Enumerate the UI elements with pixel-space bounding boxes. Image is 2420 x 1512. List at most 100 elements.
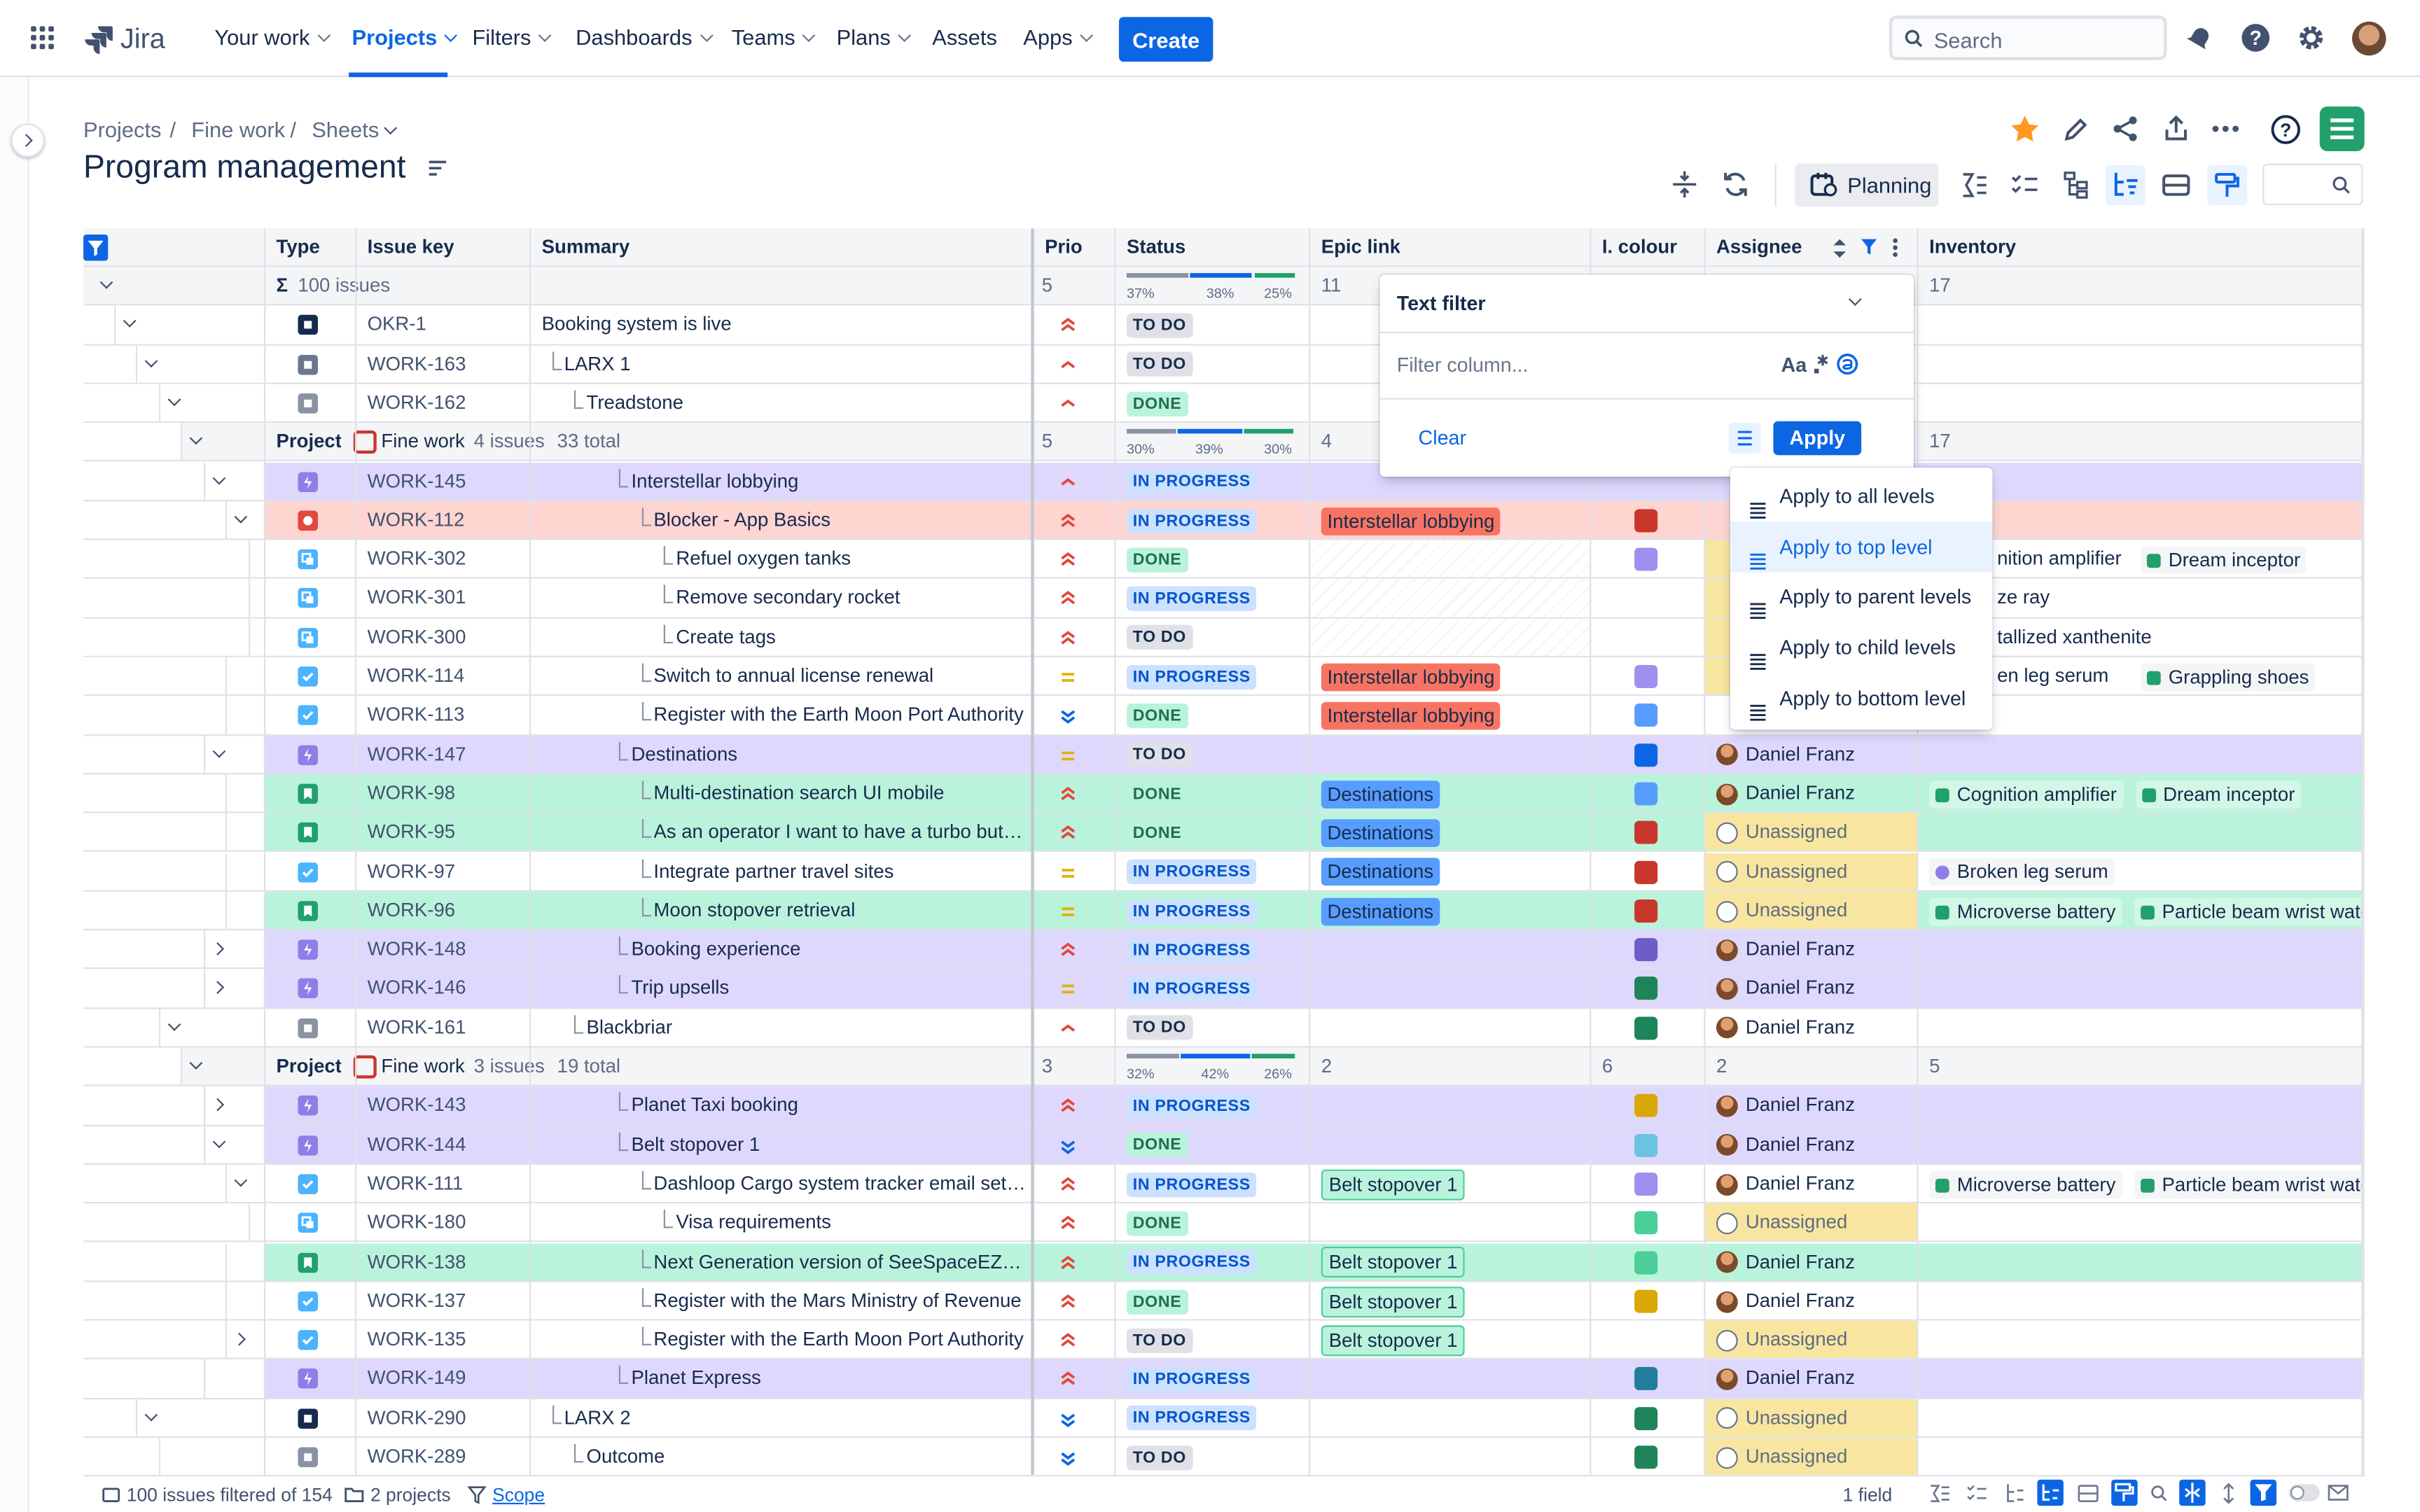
issue-colour-swatch[interactable] — [1634, 1172, 1658, 1196]
toggle-switch[interactable] — [2288, 1484, 2320, 1502]
issue-summary[interactable]: Visa requirements — [676, 1211, 831, 1233]
star-icon[interactable] — [2010, 114, 2040, 144]
issue-key[interactable]: WORK-148 — [367, 938, 466, 960]
issue-colour-swatch[interactable] — [1634, 1016, 1658, 1040]
table-row[interactable]: WORK-138 Next Generation version of SeeSp… — [83, 1242, 2365, 1282]
issue-key[interactable]: WORK-96 — [367, 899, 456, 921]
issue-key[interactable]: WORK-113 — [367, 704, 465, 726]
global-search-input[interactable]: Search — [1889, 15, 2167, 60]
whole-word-icon[interactable] — [1837, 352, 1858, 377]
issue-summary[interactable]: Multi-destination search UI mobile — [653, 782, 945, 804]
status-cell[interactable]: IN PROGRESS — [1126, 1242, 1257, 1280]
table-row[interactable]: WORK-135 Register with the Earth Moon Por… — [83, 1320, 2365, 1360]
issue-key[interactable]: WORK-143 — [367, 1094, 466, 1116]
regex-icon[interactable] — [1814, 354, 1832, 375]
assignee-cell[interactable]: Unassigned — [1704, 1320, 1917, 1359]
issue-key[interactable]: WORK-146 — [367, 977, 466, 999]
table-row[interactable]: WORK-301 Remove secondary rocket IN PROGRE… — [83, 579, 2365, 619]
status-cell[interactable]: IN PROGRESS — [1126, 1360, 1257, 1398]
assignee-cell[interactable]: Daniel Franz — [1704, 1086, 1917, 1124]
sum-columns-icon[interactable] — [1954, 165, 1994, 205]
issue-colour-swatch[interactable] — [1634, 704, 1658, 727]
epic-link-cell[interactable]: Interstellar lobbying — [1321, 696, 1501, 734]
issue-summary[interactable]: Refuel oxygen tanks — [676, 547, 851, 570]
issue-colour-swatch[interactable] — [1634, 977, 1658, 1001]
breadcrumb-item[interactable]: Sheets — [312, 117, 380, 142]
issue-key[interactable]: OKR-1 — [367, 314, 426, 335]
column-header-prio[interactable]: Prio — [1045, 236, 1083, 258]
filter-icon[interactable] — [2250, 1479, 2277, 1506]
column-header-inventory[interactable]: Inventory — [1929, 236, 2017, 258]
issue-key[interactable]: WORK-144 — [367, 1133, 466, 1155]
issue-key[interactable]: WORK-138 — [367, 1250, 466, 1273]
jira-logo[interactable]: Jira — [83, 22, 165, 55]
assignee-cell[interactable]: Unassigned — [1704, 1203, 1917, 1242]
column-divider[interactable] — [529, 228, 531, 1476]
epic-link-cell[interactable]: Interstellar lobbying — [1321, 657, 1501, 695]
chevron-down-icon[interactable] — [1848, 293, 1862, 306]
issue-colour-swatch[interactable] — [1634, 899, 1658, 923]
epic-link-cell[interactable]: Destinations — [1321, 892, 1440, 930]
collapse-rows-icon[interactable] — [1670, 169, 1699, 199]
assignee-cell[interactable]: Daniel Franz — [1704, 1126, 1917, 1163]
table-row[interactable]: WORK-300 Create tags TO DO tallized xanthen… — [83, 618, 2365, 657]
table-row[interactable]: WORK-161 Blackbriar TO DO Daniel Franz — [83, 1008, 2365, 1048]
summary-row[interactable]: Σ 100 issues 5 37% 38% 25% 11 17 — [83, 267, 2365, 307]
status-cell[interactable]: IN PROGRESS — [1126, 462, 1257, 500]
table-row[interactable]: WORK-95 As an operator I want to have a t… — [83, 813, 2365, 853]
issue-summary[interactable]: Outcome — [586, 1446, 665, 1468]
epic-link-cell[interactable]: Belt stopover 1 — [1321, 1282, 1466, 1320]
epic-link-cell[interactable]: Belt stopover 1 — [1321, 1321, 1466, 1359]
issue-summary[interactable]: Booking system is live — [541, 314, 732, 335]
assignee-cell[interactable]: Daniel Franz — [1704, 969, 1917, 1007]
column-header-status[interactable]: Status — [1126, 236, 1186, 258]
table-row[interactable]: WORK-146 Trip upsells IN PROGRESS Daniel Fr… — [83, 969, 2365, 1009]
scope-link[interactable]: Scope — [492, 1484, 545, 1506]
hierarchy-icon[interactable] — [2056, 165, 2096, 205]
issue-summary[interactable]: Dashloop Cargo system tracker email setu… — [653, 1172, 1027, 1194]
table-row[interactable]: WORK-290 LARX 2 IN PROGRESS Unassigned — [83, 1399, 2365, 1438]
status-cell[interactable]: TO DO — [1126, 618, 1192, 656]
more-icon[interactable] — [2211, 125, 2239, 133]
issue-colour-swatch[interactable] — [1634, 508, 1658, 532]
row-density-icon[interactable] — [2078, 1484, 2099, 1502]
assignee-cell[interactable]: Daniel Franz — [1704, 1360, 1917, 1398]
table-row[interactable]: WORK-162 Treadstone DONE — [83, 384, 2365, 424]
menu-item-apply-to-top-level[interactable]: Apply to top level — [1730, 521, 1993, 573]
apply-button[interactable]: Apply — [1773, 421, 1862, 456]
issue-summary[interactable]: Moon stopover retrieval — [653, 899, 856, 921]
refresh-icon[interactable] — [1721, 169, 1751, 199]
issue-summary[interactable]: LARX 2 — [564, 1406, 631, 1429]
issue-key[interactable]: WORK-145 — [367, 470, 466, 491]
epic-link-cell[interactable]: Belt stopover 1 — [1321, 1242, 1466, 1280]
status-cell[interactable]: IN PROGRESS — [1126, 1086, 1257, 1124]
issue-summary[interactable]: Register with the Earth Moon Port Author… — [653, 1328, 1024, 1350]
filter-column-input[interactable]: Filter column... — [1396, 353, 1529, 377]
status-cell[interactable]: TO DO — [1126, 735, 1192, 773]
structure-filter-icon[interactable] — [2105, 164, 2146, 206]
status-cell[interactable]: IN PROGRESS — [1126, 892, 1257, 930]
status-cell[interactable]: DONE — [1126, 1126, 1188, 1163]
match-case-icon[interactable]: Aa — [1781, 353, 1807, 377]
chevron-down-icon[interactable] — [384, 121, 397, 135]
nav-item-filters[interactable]: Filters — [472, 24, 552, 50]
checklist-icon[interactable] — [2005, 165, 2045, 205]
nav-item-apps[interactable]: Apps — [1023, 24, 1093, 50]
issue-colour-swatch[interactable] — [1634, 1211, 1658, 1235]
status-cell[interactable]: IN PROGRESS — [1126, 657, 1257, 695]
column-header-issue-colour[interactable]: I. colour — [1601, 236, 1678, 258]
status-cell[interactable]: DONE — [1126, 813, 1188, 851]
inventory-cell[interactable]: Dream inceptor — [2141, 540, 2365, 578]
table-row[interactable]: OKR-1 Booking system is live TO DO — [83, 306, 2365, 345]
hierarchy-icon[interactable] — [2003, 1483, 2025, 1504]
table-row[interactable]: WORK-163 LARX 1 TO DO — [83, 344, 2365, 384]
issue-key[interactable]: WORK-301 — [367, 587, 466, 609]
share-icon[interactable] — [2111, 114, 2141, 144]
menu-item-apply-to-bottom-level[interactable]: Apply to bottom level — [1730, 673, 1993, 724]
table-row[interactable]: WORK-145 Interstellar lobbying IN PROGRESS — [83, 462, 2365, 501]
breadcrumb-item[interactable]: Projects — [83, 117, 162, 142]
issue-key[interactable]: WORK-180 — [367, 1211, 466, 1233]
status-cell[interactable]: DONE — [1126, 696, 1188, 734]
status-cell[interactable]: IN PROGRESS — [1126, 969, 1257, 1007]
issue-summary[interactable]: Switch to annual license renewal — [653, 664, 934, 687]
